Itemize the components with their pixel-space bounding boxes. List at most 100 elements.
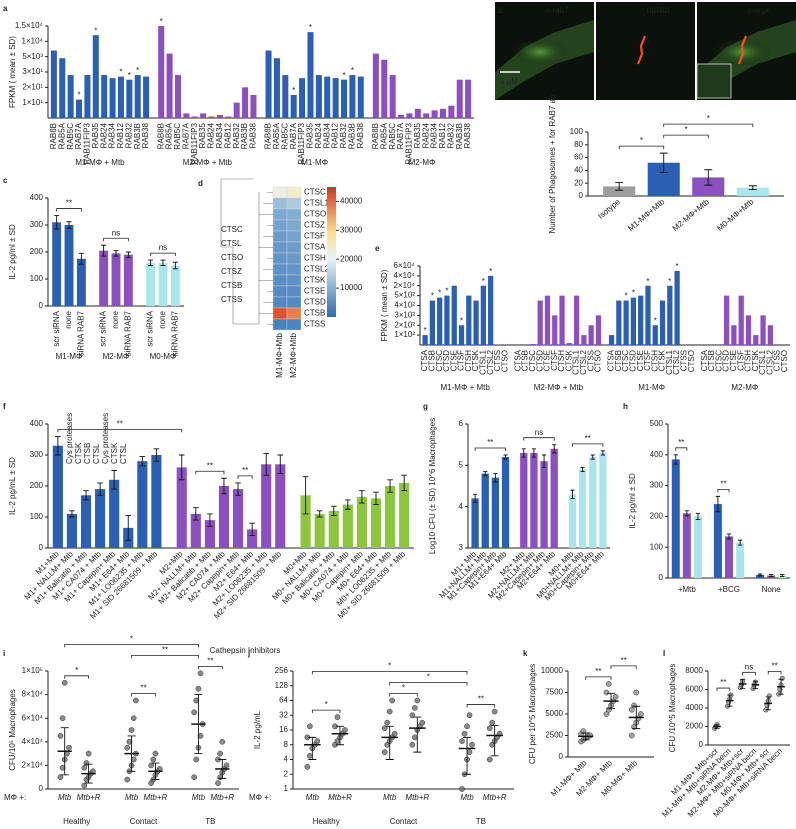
bar <box>341 79 348 118</box>
significance-label: * <box>75 666 78 675</box>
colorbar-tick-label: 10000 <box>340 283 363 292</box>
x-tick-label: CTSL1 <box>478 349 487 374</box>
bar <box>738 295 744 345</box>
x-tick-label: RAB12 <box>331 122 340 148</box>
bar <box>385 486 396 548</box>
y-tick-label: 20 <box>574 178 583 187</box>
x-tick-label: RAB8B <box>156 123 165 149</box>
error-bar <box>737 539 743 546</box>
data-point <box>633 689 640 696</box>
x-tick-label: CTSB <box>614 350 623 371</box>
significance-bracket <box>311 671 468 675</box>
bar <box>59 58 66 118</box>
x-tick-label: CTSL1 <box>758 349 767 374</box>
error-bar <box>581 732 590 741</box>
error-bar <box>54 215 60 230</box>
error-bar <box>632 705 641 730</box>
x-tick-label: CTSD <box>535 350 544 372</box>
colorbar-tick-label: 20000 <box>340 254 363 263</box>
y-tick-label: 400 <box>30 419 44 428</box>
x-tick-label: RAB7A <box>74 122 83 149</box>
group-label: M0-MΦ <box>150 352 177 361</box>
x-tick-label: RAB34 <box>430 122 439 148</box>
bar <box>437 297 443 345</box>
bar <box>753 335 759 345</box>
error-bar <box>757 573 763 577</box>
bar <box>568 494 577 548</box>
error-bar <box>590 454 595 460</box>
error-bar <box>125 515 132 541</box>
data-point <box>386 708 393 715</box>
group-label: +BCG <box>718 585 740 594</box>
x-prefix: MΦ +: <box>249 793 271 802</box>
x-tick-label: RAB32 <box>339 122 348 148</box>
x-tick-label: CTSS <box>679 350 688 371</box>
heatmap-cell <box>272 307 288 320</box>
panel-label: e <box>375 244 380 253</box>
x-tick-label: none <box>111 310 120 328</box>
data-point <box>342 727 348 733</box>
error-bar <box>748 185 757 191</box>
significance-bracket <box>618 145 665 150</box>
group-label: +Mtb <box>678 585 697 594</box>
error-bar <box>463 736 472 775</box>
error-bar <box>330 505 337 516</box>
star-label: * <box>351 66 354 75</box>
x-tick-label: CTSB <box>521 350 530 371</box>
bar <box>332 78 339 118</box>
star-label: * <box>632 289 635 298</box>
bar <box>550 448 558 548</box>
error-bar <box>221 477 227 495</box>
x-tick-label: CTSH <box>464 350 473 372</box>
panel-label: d <box>198 179 203 188</box>
data-point <box>612 693 619 700</box>
x-tick-label: RAB32 <box>232 122 241 148</box>
y-tick-label: 2 <box>284 769 289 778</box>
bar <box>544 295 551 345</box>
panel-label: i <box>3 649 5 658</box>
error-bar <box>768 574 774 577</box>
error-bar <box>715 495 721 513</box>
x-tick-label: CTSO <box>687 350 696 372</box>
bar <box>117 76 124 118</box>
bar <box>448 105 455 118</box>
bar <box>109 78 116 118</box>
y-tick-label: 4000 <box>685 703 703 712</box>
row-label: CTSB <box>304 309 325 318</box>
bar <box>471 498 479 548</box>
highlight-label: CTSB <box>221 281 242 290</box>
x-tick-label: M2-MΦ+Mtb <box>671 197 712 233</box>
row-label: CTSA <box>304 243 326 252</box>
error-bar <box>316 510 323 518</box>
bar <box>736 542 745 578</box>
data-point <box>469 741 475 748</box>
bar <box>671 459 680 578</box>
bar <box>99 250 109 306</box>
significance-bracket <box>523 437 555 441</box>
data-point <box>130 715 137 722</box>
column-label: M1-MΦ+Mtb <box>275 332 284 377</box>
significance-bracket <box>56 208 82 212</box>
y-tick-label: 6 <box>459 419 464 428</box>
x-tick-label: scr siRNA <box>99 310 108 346</box>
y-tick-label: 64 <box>279 696 288 705</box>
heatmap-cell <box>286 197 302 210</box>
x-tick-label: CTSE <box>636 350 645 371</box>
star-label: * <box>654 316 657 325</box>
error-bar <box>69 510 75 518</box>
y-tick-label: 2×10¹ <box>22 82 43 91</box>
data-point <box>459 738 465 744</box>
x-tick-label: CTSK <box>471 349 480 371</box>
bar <box>623 300 629 345</box>
error-bar <box>218 759 227 779</box>
group-label: Contact <box>130 817 158 826</box>
x-tick-label: CTSS <box>586 350 595 371</box>
x-tick-label: Mtb+R <box>405 793 429 802</box>
data-point <box>628 732 635 739</box>
bar <box>736 187 769 196</box>
bar <box>76 258 86 306</box>
bar <box>282 75 289 118</box>
row-label: CTSF <box>304 232 325 241</box>
error-bar <box>473 493 478 503</box>
x-tick-label: CTSS <box>773 350 782 371</box>
